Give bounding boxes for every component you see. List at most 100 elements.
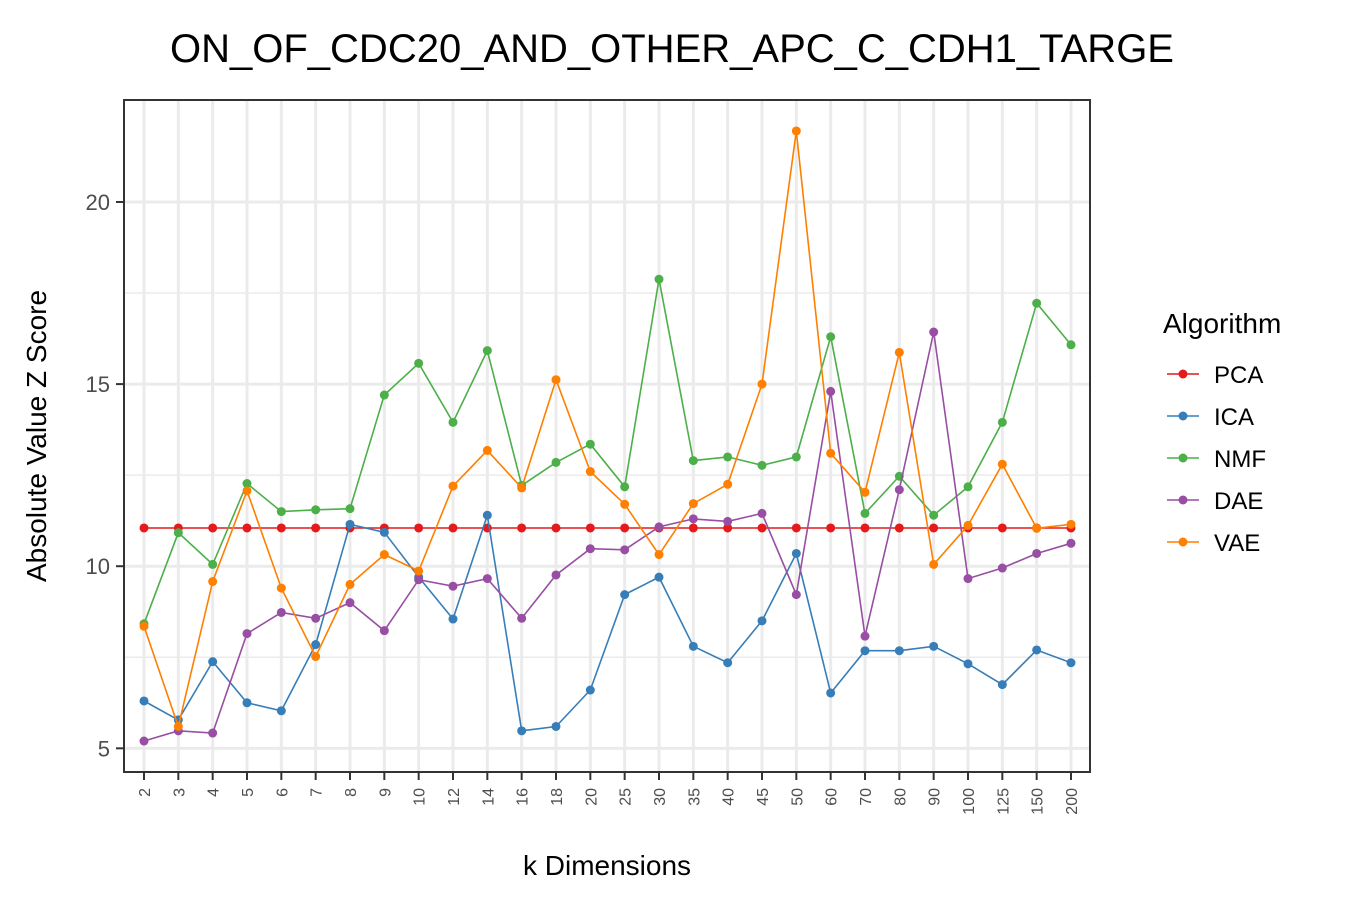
data-point-pca <box>997 523 1007 533</box>
data-point-vae <box>620 499 630 509</box>
data-point-nmf <box>791 452 801 462</box>
x-tick-label: 30 <box>652 788 669 806</box>
legend-label: DAE <box>1214 488 1263 515</box>
plot-area <box>123 99 1091 773</box>
data-point-dae <box>826 386 836 396</box>
x-tick-label: 10 <box>412 788 429 806</box>
series-line-ica <box>143 514 1072 732</box>
data-point-nmf <box>414 358 424 368</box>
data-point-pca <box>276 523 286 533</box>
data-point-ica <box>311 640 321 650</box>
data-point-vae <box>482 445 492 455</box>
data-point-nmf <box>276 507 286 517</box>
data-point-vae <box>517 483 527 493</box>
data-point-dae <box>482 574 492 584</box>
data-point-nmf <box>654 274 664 284</box>
data-point-pca <box>688 523 698 533</box>
data-point-vae <box>723 479 733 489</box>
data-point-vae <box>585 467 595 477</box>
x-tick-label: 100 <box>961 788 978 815</box>
data-point-nmf <box>1066 340 1076 350</box>
data-point-ica <box>585 685 595 695</box>
data-point-vae <box>826 448 836 458</box>
data-point-ica <box>723 658 733 668</box>
y-axis: 5 10 15 20 <box>86 190 124 761</box>
data-point-vae <box>345 579 355 589</box>
data-point-dae <box>997 563 1007 573</box>
data-point-dae <box>585 544 595 554</box>
series-ica <box>139 510 1076 736</box>
data-point-nmf <box>242 479 252 489</box>
data-point-vae <box>208 577 218 587</box>
x-tick-label: 3 <box>171 788 188 797</box>
data-point-ica <box>1066 658 1076 668</box>
legend-title: Algorithm <box>1163 308 1281 339</box>
y-axis-title: Absolute Value Z Score <box>21 290 52 582</box>
data-point-dae <box>860 631 870 641</box>
grid <box>124 100 1090 772</box>
data-point-ica <box>208 657 218 667</box>
data-point-ica <box>826 688 836 698</box>
y-tick-label: 5 <box>98 736 110 761</box>
legend: Algorithm PCA ICA NMF DAE VAE <box>1163 308 1281 557</box>
data-point-ica <box>929 641 939 651</box>
data-point-vae <box>929 559 939 569</box>
data-point-nmf <box>929 510 939 520</box>
data-point-nmf <box>173 528 183 538</box>
data-point-vae <box>997 459 1007 469</box>
data-point-vae <box>311 652 321 662</box>
x-tick-label: 125 <box>995 788 1012 815</box>
data-point-ica <box>242 698 252 708</box>
data-point-ica <box>345 519 355 529</box>
data-point-vae <box>139 621 149 631</box>
x-tick-label: 35 <box>686 788 703 806</box>
data-point-nmf <box>345 504 355 514</box>
chart-title: ON_OF_CDC20_AND_OTHER_APC_C_CDH1_TARGE <box>170 27 1174 71</box>
x-tick-label: 12 <box>446 788 463 806</box>
data-point-dae <box>654 522 664 532</box>
x-tick-label: 9 <box>377 788 394 797</box>
data-point-vae <box>1032 523 1042 533</box>
data-point-dae <box>688 514 698 524</box>
data-point-ica <box>482 510 492 520</box>
x-tick-label: 150 <box>1030 788 1047 815</box>
data-point-pca <box>551 523 561 533</box>
data-point-vae <box>242 486 252 496</box>
x-tick-label: 7 <box>309 788 326 797</box>
legend-item-ica: ICA <box>1167 404 1254 431</box>
series-line-vae <box>143 130 1072 730</box>
data-point-ica <box>860 646 870 656</box>
y-tick-label: 15 <box>86 372 110 397</box>
data-point-dae <box>139 736 149 746</box>
data-point-vae <box>379 550 389 560</box>
data-point-dae <box>1066 538 1076 548</box>
x-tick-label: 20 <box>583 788 600 806</box>
data-point-ica <box>551 721 561 731</box>
data-point-vae <box>448 481 458 491</box>
x-tick-label: 18 <box>549 788 566 806</box>
data-point-vae <box>551 375 561 385</box>
series-vae <box>139 126 1076 731</box>
data-point-ica <box>688 641 698 651</box>
legend-item-pca: PCA <box>1167 362 1263 389</box>
data-point-vae <box>791 126 801 136</box>
data-point-pca <box>311 523 321 533</box>
data-point-ica <box>517 726 527 736</box>
data-point-nmf <box>620 482 630 492</box>
data-point-vae <box>688 499 698 509</box>
x-tick-label: 25 <box>618 788 635 806</box>
data-point-pca <box>448 523 458 533</box>
data-point-ica <box>1032 645 1042 655</box>
x-tick-label: 50 <box>789 788 806 806</box>
data-point-nmf <box>208 559 218 569</box>
data-point-dae <box>276 607 286 617</box>
legend-swatch-point <box>1178 411 1188 421</box>
x-tick-label: 45 <box>755 788 772 806</box>
legend-item-dae: DAE <box>1167 488 1263 515</box>
x-tick-label: 40 <box>721 788 738 806</box>
data-point-dae <box>963 574 973 584</box>
data-point-nmf <box>585 439 595 449</box>
data-point-vae <box>757 379 767 389</box>
data-point-nmf <box>551 457 561 467</box>
